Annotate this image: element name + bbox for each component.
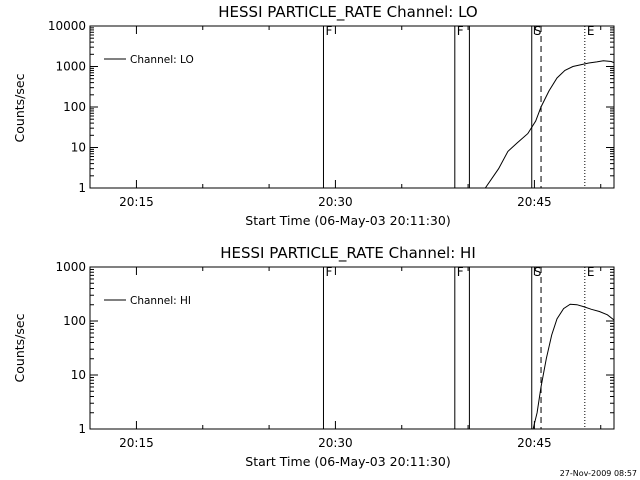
chart-panel-lo: HESSI PARTICLE_RATE Channel: LO Start Ti… xyxy=(12,3,615,228)
plot-frame xyxy=(89,266,615,430)
event-marker-label: F xyxy=(325,24,332,38)
event-marker-label: S xyxy=(534,24,542,38)
event-marker-label: F xyxy=(325,265,332,279)
y-tick-label: 1000 xyxy=(55,260,86,274)
legend-label: Channel: LO xyxy=(130,54,194,66)
y-axis-label: Counts/sec xyxy=(12,73,27,142)
chart-title: HESSI PARTICLE_RATE Channel: LO xyxy=(218,3,477,22)
event-marker-label: E xyxy=(587,24,595,38)
y-tick-label: 100 xyxy=(63,100,86,114)
plot-frame xyxy=(89,25,615,189)
event-marker-label: E xyxy=(587,265,595,279)
x-tick-label: 20:45 xyxy=(517,195,552,209)
event-marker-label: S xyxy=(534,265,542,279)
plot-area xyxy=(322,267,614,429)
y-axis-label: Counts/sec xyxy=(12,313,27,382)
event-marker-label: F xyxy=(457,265,464,279)
y-tick-label: 1000 xyxy=(55,60,86,74)
x-axis-label: Start Time (06-May-03 20:11:30) xyxy=(245,213,450,228)
x-tick-label: 20:30 xyxy=(318,195,353,209)
legend-label: Channel: HI xyxy=(130,295,191,307)
event-marker-label: F xyxy=(457,24,464,38)
x-tick-label: 20:15 xyxy=(119,436,154,450)
y-tick-label: 100 xyxy=(63,314,86,328)
chart-panel-hi: HESSI PARTICLE_RATE Channel: HI Start Ti… xyxy=(12,244,615,469)
y-tick-label: 10 xyxy=(71,368,86,382)
y-tick-label: 1 xyxy=(78,422,86,436)
y-tick-label: 10000 xyxy=(48,19,86,33)
series-line xyxy=(532,303,614,429)
chart-title: HESSI PARTICLE_RATE Channel: HI xyxy=(220,244,476,263)
x-tick-label: 20:45 xyxy=(517,436,552,450)
x-tick-label: 20:15 xyxy=(119,195,154,209)
generation-timestamp: 27-Nov-2009 08:57 xyxy=(560,469,637,478)
series-line xyxy=(484,60,614,188)
x-tick-label: 20:30 xyxy=(318,436,353,450)
y-tick-label: 1 xyxy=(78,181,86,195)
x-axis-label: Start Time (06-May-03 20:11:30) xyxy=(245,454,450,469)
plot-area xyxy=(322,26,614,188)
y-tick-label: 10 xyxy=(71,141,86,155)
